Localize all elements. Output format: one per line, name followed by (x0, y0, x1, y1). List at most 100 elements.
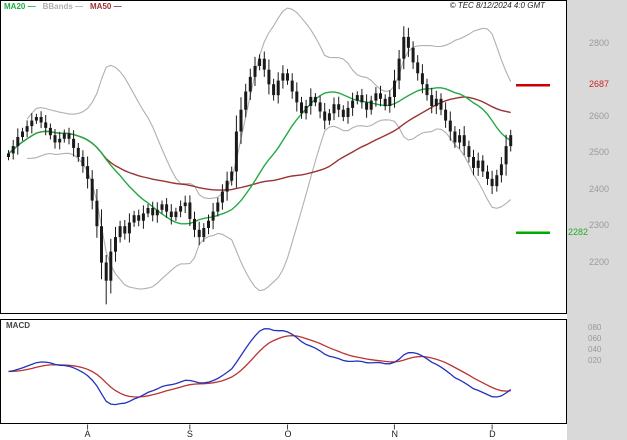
candle-body (127, 222, 131, 234)
candle-body (234, 131, 238, 172)
macd-panel (0, 319, 567, 424)
candle-body (118, 226, 122, 238)
candle-body (393, 80, 396, 97)
candle-body (109, 251, 113, 281)
candle-body (34, 117, 38, 121)
candle-body (346, 107, 350, 117)
candle-body (183, 202, 187, 207)
candle-body (76, 147, 80, 157)
candle-body (137, 215, 141, 221)
candle-body (11, 146, 15, 154)
month-label: O (284, 429, 292, 439)
candle-body (355, 95, 359, 101)
candle-body (90, 178, 94, 201)
candle-body (323, 111, 327, 121)
candle-body (402, 36, 406, 59)
candle-body (197, 229, 201, 238)
candle-body (230, 171, 234, 181)
candle-body (30, 120, 34, 127)
bollinger-upper-line (26, 7, 512, 200)
candle-body (272, 84, 276, 96)
price-axis-label: 2300 (589, 220, 610, 230)
candle-body (341, 109, 345, 117)
price-axis-label: 2600 (589, 111, 610, 121)
candle-body (86, 166, 90, 179)
month-label: A (84, 429, 91, 439)
candle-body (486, 171, 489, 179)
candle-body (48, 127, 52, 136)
candle-body (225, 180, 229, 192)
candle-body (267, 69, 271, 85)
candle-body (499, 164, 503, 176)
candle-body (467, 146, 471, 157)
candle-body (411, 47, 415, 63)
candle-body (300, 102, 303, 114)
candle-body (327, 113, 331, 121)
candle-body (169, 211, 173, 218)
candle-body (481, 160, 485, 172)
macd-line (8, 328, 512, 406)
candle-body (72, 138, 76, 148)
candle-body (104, 262, 108, 281)
legend-item-ma20: MA20 — (4, 2, 36, 11)
candle-body (62, 133, 66, 139)
candle-body (202, 228, 206, 238)
candle-body (193, 218, 196, 230)
candle-body (406, 36, 410, 48)
macd-axis-label: 040 (588, 345, 602, 354)
candle-body (160, 204, 164, 210)
price-axis-gutter (567, 0, 627, 440)
chart-legend: MA20 — BBands — MA50 — (4, 2, 129, 11)
candle-body (44, 122, 48, 128)
candle-body (276, 80, 280, 96)
candle-body (100, 226, 103, 263)
candle-body (165, 204, 169, 212)
candle-body (425, 84, 429, 96)
candle-body (295, 91, 299, 103)
candle-body (21, 131, 24, 137)
macd-axis-label: 020 (588, 356, 602, 365)
candle-body (146, 208, 150, 214)
candle-body (313, 96, 317, 103)
candle-body (281, 73, 285, 81)
candle-body (188, 202, 192, 219)
candle-body (220, 191, 224, 203)
candle-body (95, 200, 99, 227)
candle-body (39, 117, 43, 123)
candle-body (416, 62, 420, 74)
candle-body (476, 160, 480, 168)
candle-body (286, 73, 289, 81)
candle-body (123, 226, 127, 234)
candle-body (490, 178, 494, 187)
candle-body (244, 91, 248, 110)
legend-item-bbands: BBands — (42, 2, 84, 11)
candle-body (472, 157, 475, 168)
candle-body (67, 133, 71, 139)
candle-body (207, 220, 210, 228)
candle-body (444, 109, 448, 121)
candle-body (7, 153, 10, 157)
macd-panel-label: MACD (6, 321, 30, 330)
candle-body (332, 104, 336, 114)
candle-body (495, 175, 499, 187)
candle-body (379, 93, 382, 99)
month-label: N (391, 429, 398, 439)
candle-body (304, 106, 308, 114)
candle-body (25, 126, 29, 132)
price-axis-label: 2800 (589, 38, 610, 48)
price-axis-label: 2687 (589, 79, 610, 89)
candle-body (430, 95, 434, 106)
candle-body (509, 135, 513, 147)
candle-body (151, 208, 155, 216)
candle-body (383, 98, 387, 107)
price-axis-label: 2400 (589, 184, 610, 194)
candle-body (374, 93, 378, 101)
candle-body (369, 100, 373, 110)
month-label: S (186, 429, 193, 439)
macd-axis-label: 060 (588, 334, 602, 343)
candle-body (253, 66, 257, 77)
candle-body (155, 209, 159, 216)
candle-body (318, 102, 322, 112)
